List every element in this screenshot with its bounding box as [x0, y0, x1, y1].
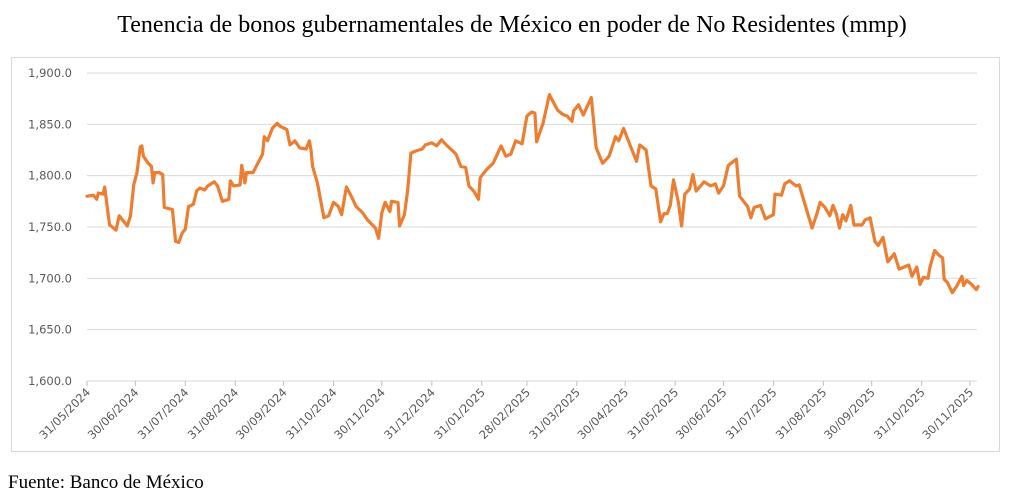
x-tick-label: 31/05/2024 [36, 385, 93, 442]
y-tick-label: 1,900.0 [28, 66, 72, 80]
x-tick-label: 31/08/2025 [773, 385, 830, 442]
x-axis: 31/05/202430/06/202431/07/202431/08/2024… [36, 381, 976, 442]
x-tick-label: 31/10/2024 [283, 385, 340, 442]
chart-frame [11, 57, 1000, 452]
x-tick-label: 30/11/2025 [919, 385, 976, 442]
source-note: Fuente: Banco de México [8, 472, 204, 493]
y-tick-label: 1,750.0 [28, 220, 72, 234]
x-tick-label: 31/07/2024 [135, 385, 192, 442]
x-tick-label: 31/10/2025 [871, 385, 928, 442]
x-tick-label: 30/09/2024 [233, 385, 290, 442]
x-tick-label: 30/04/2025 [575, 385, 632, 442]
gridlines [87, 72, 977, 382]
x-tick-label: 31/03/2025 [526, 385, 583, 442]
y-tick-label: 1,650.0 [28, 323, 72, 337]
series-group [85, 92, 980, 295]
x-tick-label: 31/12/2024 [381, 385, 438, 442]
y-tick-label: 1,800.0 [28, 169, 72, 183]
x-tick-label: 30/11/2024 [331, 385, 388, 442]
x-tick-label: 31/05/2025 [624, 385, 681, 442]
x-tick-label: 30/06/2025 [673, 385, 730, 442]
chart-title: Tenencia de bonos gubernamentales de Méx… [117, 12, 907, 38]
y-tick-label: 1,700.0 [28, 271, 72, 285]
x-tick-label: 31/07/2025 [723, 385, 780, 442]
y-axis: 1,600.0 1,650.0 1,700.0 1,750.0 1,800.0 1,850… [28, 66, 72, 388]
x-tick-label: 30/06/2024 [85, 385, 142, 442]
series-line [85, 92, 980, 295]
x-tick-label: 31/08/2024 [185, 385, 242, 442]
y-tick-label: 1,600.0 [28, 374, 72, 388]
y-tick-label: 1,850.0 [28, 117, 72, 131]
x-tick-label: 30/09/2025 [821, 385, 878, 442]
